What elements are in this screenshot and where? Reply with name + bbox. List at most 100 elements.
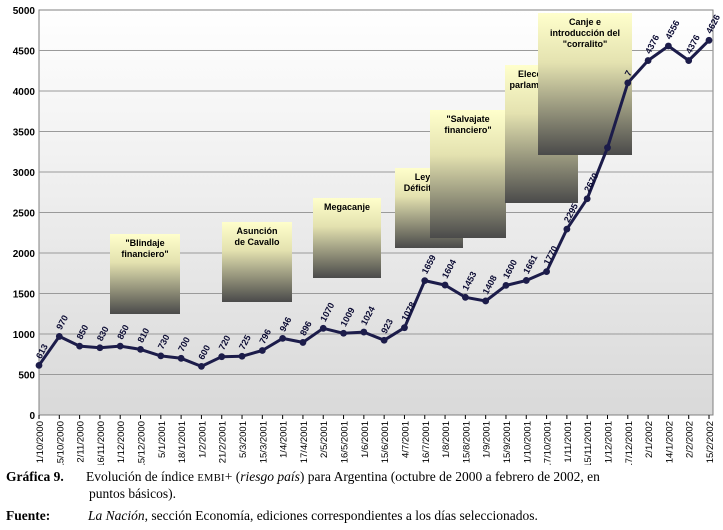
caption-line-2: puntos básicos). (89, 486, 176, 501)
data-point (299, 339, 307, 346)
data-point (177, 354, 185, 362)
annotation-text: Canje e (569, 17, 601, 27)
x-tick-label: 1/6/2001 (360, 421, 371, 458)
x-tick-label: 1/10/2001 (522, 421, 533, 463)
annotation-background (430, 110, 506, 238)
data-point (380, 336, 388, 344)
x-tick-label: 1/8/2001 (441, 421, 452, 458)
caption-text-1: Evolución de índice (86, 469, 194, 484)
data-point (543, 268, 550, 276)
data-point (664, 42, 672, 50)
x-tick-label: 1/10/2000 (35, 421, 46, 463)
data-point (76, 342, 84, 350)
x-tick-label: 4/7/2001 (400, 421, 411, 458)
data-point (604, 144, 611, 152)
data-point (502, 282, 510, 289)
y-tick-label: 3500 (13, 128, 36, 139)
data-point (401, 324, 408, 332)
data-point (583, 195, 591, 203)
data-point (644, 57, 652, 64)
annotation-text: financiero" (444, 125, 491, 135)
embi-chart: 0 500 1000 1500 2000 2500 3000 3500 4000 4500 5000… (13, 6, 722, 465)
y-tick-label: 0 (29, 411, 35, 422)
annotation-text: "Salvajate (446, 114, 489, 124)
figure-source: Fuente: La Nación, sección Economía, edic… (6, 508, 538, 524)
x-tick-label: 1/11/2001 (563, 421, 574, 463)
x-tick-label: 15/9/2001 (502, 421, 513, 463)
data-point (238, 352, 246, 360)
caption-text-2: ) para Argentina (octubre de 2000 a febr… (299, 469, 600, 484)
x-tick-label: 2/1/2002 (644, 421, 655, 458)
data-label: 7 (623, 69, 634, 78)
x-tick-label: 5/3/2001 (238, 421, 249, 458)
y-tick-label: 2000 (13, 249, 36, 260)
source-text: , sección Economía, ediciones correspond… (144, 508, 538, 523)
series-line (35, 36, 713, 370)
y-tick-label: 5000 (13, 6, 36, 17)
x-tick-label: 14/1/2002 (664, 421, 675, 463)
y-tick-label: 500 (18, 371, 35, 382)
x-tick-label: 2/2/2002 (685, 421, 696, 458)
data-point (55, 333, 63, 340)
data-point (340, 329, 347, 337)
annotation-text: Ley de (415, 172, 444, 182)
figure-caption: Gráfica 9. Evolución de índice EMBI+ (rie… (6, 469, 718, 502)
x-tick-label: 21/2/2001 (218, 421, 229, 463)
annotation-text: "Blindaje (125, 238, 164, 248)
x-axis-ticks: 1/10/2000 15/10/2000 2/11/2000 16/11/2000 1/… (35, 415, 716, 465)
x-tick-label: 2/5/2001 (319, 421, 330, 458)
series-path (37, 39, 711, 368)
y-tick-label: 2500 (13, 209, 36, 220)
caption-embi: EMBI (197, 473, 225, 484)
caption-label: Gráfica 9. (6, 469, 64, 484)
data-point (624, 79, 632, 87)
x-tick-label: 17/4/2001 (299, 421, 310, 463)
data-point (279, 334, 287, 342)
x-tick-label: 5/1/2001 (157, 421, 168, 458)
data-point (563, 225, 571, 233)
annotation-box: Megacanje (313, 198, 381, 278)
annotation-text: "corralito" (563, 39, 608, 49)
data-point (157, 352, 165, 360)
x-tick-label: 15/11/2001 (583, 421, 594, 465)
y-tick-label: 4500 (13, 47, 36, 58)
x-tick-label: 16/5/2001 (340, 421, 351, 463)
data-point (218, 353, 226, 361)
annotation-text: Asunción (236, 226, 277, 236)
x-tick-label: 18/1/2001 (177, 421, 188, 463)
data-point (522, 277, 530, 284)
y-tick-label: 3000 (13, 168, 36, 179)
x-tick-label: 15/12/2000 (137, 421, 148, 465)
x-tick-label: 2/11/2000 (76, 421, 87, 463)
data-point (116, 342, 124, 350)
x-tick-label: 17/12/2001 (624, 421, 635, 465)
data-point (319, 324, 327, 332)
x-tick-label: 15/6/2001 (380, 421, 391, 463)
x-tick-label: 1/12/2001 (603, 421, 614, 463)
x-tick-label: 1/9/2001 (482, 421, 493, 458)
y-tick-label: 4000 (13, 87, 36, 98)
x-tick-label: 1/4/2001 (279, 421, 290, 458)
x-tick-label: 15/3/2001 (258, 421, 269, 463)
x-tick-label: 16/7/2001 (421, 421, 432, 463)
data-point (258, 347, 266, 354)
annotation-background (222, 222, 292, 302)
data-point (421, 277, 429, 285)
annotation-background (110, 234, 180, 314)
source-newspaper: La Nación (88, 508, 145, 523)
data-point (685, 57, 693, 64)
x-tick-label: 17/10/2001 (543, 421, 554, 465)
caption-riesgo: riesgo país (240, 469, 300, 484)
annotation-text: financiero" (121, 249, 168, 259)
x-tick-label: 15/2/2002 (705, 421, 716, 463)
data-point (96, 344, 104, 352)
data-point (705, 36, 713, 44)
y-tick-label: 1500 (13, 290, 36, 301)
annotation-text: Megacanje (324, 202, 370, 212)
x-tick-label: 1/12/2000 (116, 421, 127, 463)
